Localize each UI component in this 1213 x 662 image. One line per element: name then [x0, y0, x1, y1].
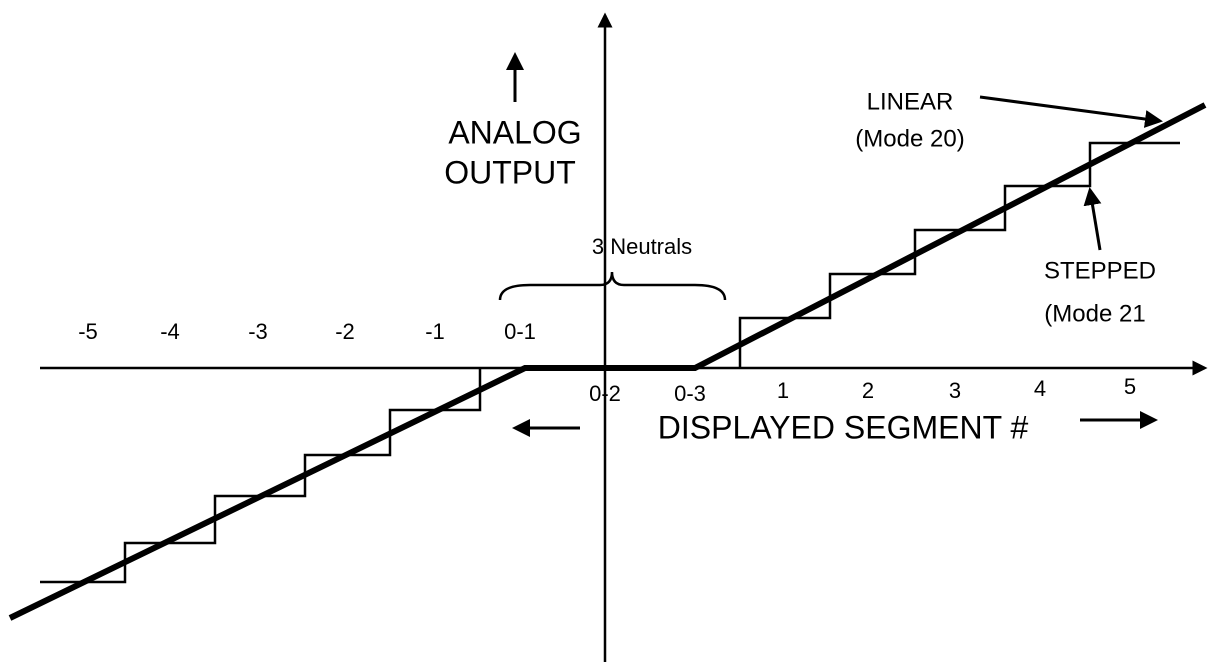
axes [40, 12, 1208, 662]
tick-label: -2 [335, 319, 355, 344]
stepped-line-right [738, 141, 1180, 368]
brace [498, 271, 727, 301]
tick-label: 4 [1034, 376, 1046, 401]
tick-label: 3 [949, 378, 961, 403]
tick-label: 0-1 [504, 319, 536, 344]
label: STEPPED [1044, 257, 1156, 284]
tick-label: 0-3 [674, 381, 706, 406]
tick-label: 1 [777, 378, 789, 403]
stepped-line-left [40, 368, 482, 584]
linear-line [8, 102, 1207, 621]
label: OUTPUT [444, 154, 576, 190]
tick-label: 5 [1124, 374, 1136, 399]
label: (Mode 20) [855, 125, 964, 152]
tick-label: 2 [862, 378, 874, 403]
label: LINEAR [867, 88, 954, 115]
tick-label: -5 [78, 319, 98, 344]
axis-label: DISPLAYED SEGMENT # [658, 409, 1029, 445]
label: ANALOG [448, 114, 581, 150]
tick-label: -4 [160, 319, 180, 344]
tick-label: -3 [248, 319, 268, 344]
tick-label: 0-2 [589, 381, 621, 406]
label: (Mode 21 [1044, 300, 1145, 327]
arrows [506, 52, 1163, 437]
label: 3 Neutrals [592, 234, 692, 259]
tick-label: -1 [425, 319, 445, 344]
